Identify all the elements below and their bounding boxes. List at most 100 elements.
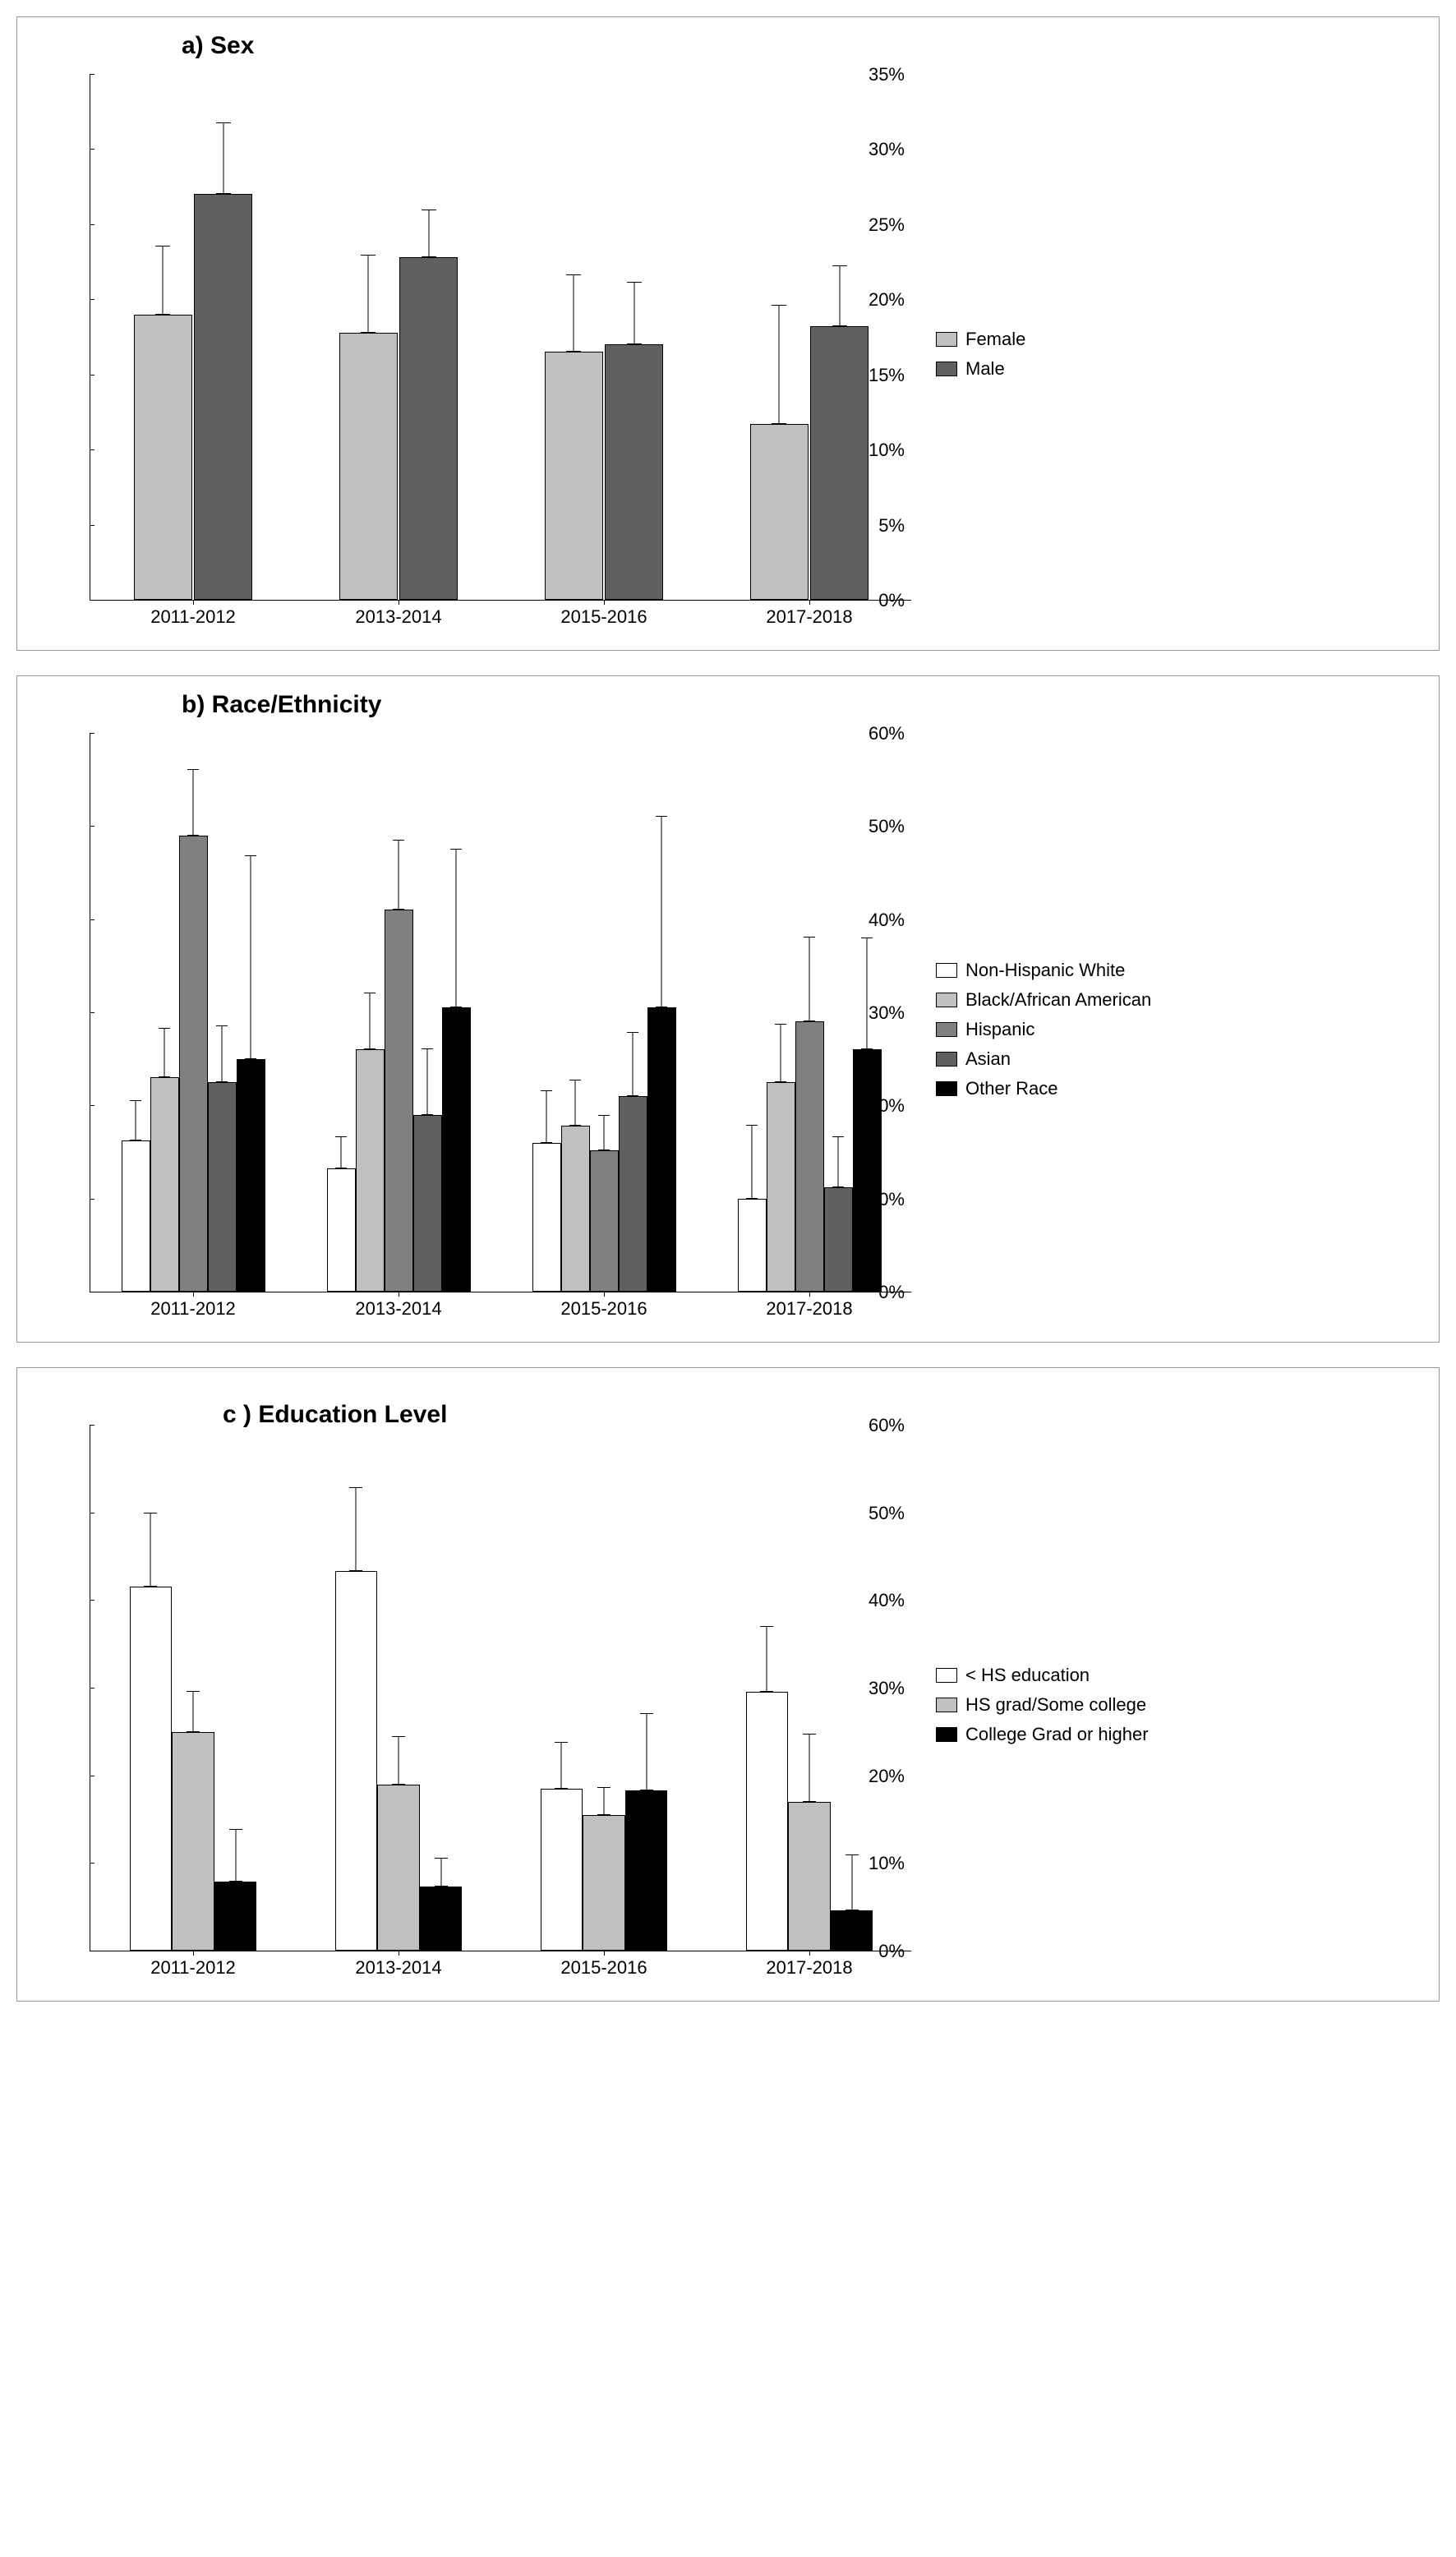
x-tick-label: 2011-2012 [150, 606, 236, 628]
error-cap [746, 1198, 758, 1199]
error-cap [216, 193, 231, 194]
error-bar [779, 306, 780, 424]
plot-inner: 2011-20122013-20142015-20162017-2018 [90, 75, 911, 601]
error-cap [216, 1025, 228, 1026]
bar [545, 352, 603, 600]
panel-title: c ) Education Level [223, 1401, 447, 1429]
error-cap [216, 1081, 228, 1082]
error-bar [661, 817, 662, 1007]
error-cap [422, 1114, 433, 1115]
legend-label: Other Race [965, 1078, 1058, 1099]
legend-swatch [936, 1022, 957, 1037]
error-cap [845, 1854, 859, 1855]
bar [738, 1199, 767, 1292]
bar [130, 1587, 173, 1951]
error-bar [838, 1137, 839, 1187]
legend-swatch [936, 1668, 957, 1683]
error-bar [428, 210, 429, 257]
x-tick-mark [604, 1951, 605, 1956]
bar [750, 424, 809, 600]
error-bar [561, 1743, 562, 1788]
panel-c: c ) Education Level0%10%20%30%40%50%60%2… [16, 1367, 1440, 2002]
chart-wrap: 0%10%20%30%40%50%60%2011-20122013-201420… [17, 1368, 1439, 2001]
error-cap [832, 265, 847, 266]
bar [647, 1007, 676, 1292]
error-cap [349, 1487, 362, 1488]
error-cap [159, 1076, 170, 1077]
legend-item: Other Race [936, 1078, 1151, 1099]
bar [788, 1802, 831, 1951]
error-cap [392, 1784, 405, 1785]
error-cap [656, 816, 667, 817]
error-cap [159, 1028, 170, 1029]
x-tick-label: 2013-2014 [355, 1957, 441, 1979]
error-cap [155, 314, 170, 315]
bar [150, 1077, 179, 1292]
plot-area: 0%5%10%15%20%25%30%35%2011-20122013-2014… [34, 75, 911, 601]
error-cap [361, 332, 376, 333]
error-cap [627, 1032, 638, 1033]
x-tick-mark [809, 1951, 810, 1956]
x-tick-mark [809, 600, 810, 605]
error-cap [245, 855, 256, 856]
bar [179, 836, 208, 1292]
legend-label: < HS education [965, 1665, 1090, 1686]
bar [208, 1082, 237, 1292]
error-cap [144, 1586, 157, 1587]
error-bar [164, 1029, 165, 1077]
bar [795, 1021, 824, 1292]
error-cap [364, 1048, 376, 1049]
legend-item: < HS education [936, 1665, 1149, 1686]
error-cap [566, 274, 581, 275]
bar [619, 1096, 647, 1292]
plot-area: 0%10%20%30%40%50%60%2011-20122013-201420… [34, 1426, 911, 1951]
error-bar [809, 1735, 810, 1802]
x-tick-mark [193, 1292, 194, 1297]
error-cap [349, 1570, 362, 1571]
legend-swatch [936, 963, 957, 978]
error-cap [555, 1742, 568, 1743]
bar [442, 1007, 471, 1292]
legend-label: HS grad/Some college [965, 1694, 1146, 1716]
plot-inner: 2011-20122013-20142015-20162017-2018 [90, 1426, 911, 1951]
bar [590, 1150, 619, 1292]
chart-wrap: 0%10%20%30%40%50%60%2011-20122013-201420… [17, 676, 1439, 1342]
bar [385, 910, 413, 1292]
bar [356, 1049, 385, 1292]
plot-area: 0%10%20%30%40%50%60%2011-20122013-201420… [34, 734, 911, 1292]
bar [420, 1887, 463, 1951]
error-cap [627, 282, 642, 283]
x-tick-label: 2017-2018 [766, 1298, 852, 1320]
bar [532, 1143, 561, 1292]
legend-swatch [936, 1052, 957, 1067]
error-cap [803, 1734, 816, 1735]
panel-title: b) Race/Ethnicity [182, 691, 381, 719]
error-bar [163, 246, 164, 314]
legend: Non-Hispanic WhiteBlack/African American… [936, 951, 1151, 1108]
x-tick-label: 2013-2014 [355, 606, 441, 628]
error-cap [130, 1100, 141, 1101]
error-cap [335, 1136, 347, 1137]
bar [339, 333, 398, 600]
error-cap [627, 343, 642, 344]
x-tick-mark [809, 1292, 810, 1297]
bar [767, 1082, 795, 1292]
error-cap [541, 1142, 552, 1143]
legend-swatch [936, 362, 957, 376]
plot-inner: 2011-20122013-20142015-20162017-2018 [90, 734, 911, 1292]
bar [122, 1140, 150, 1292]
error-bar [604, 1788, 605, 1815]
error-bar [222, 1026, 223, 1082]
error-bar [604, 1116, 605, 1150]
legend-label: Non-Hispanic White [965, 960, 1125, 981]
legend-item: Male [936, 358, 1025, 380]
bar [625, 1790, 668, 1951]
error-cap [746, 1125, 758, 1126]
bar [237, 1059, 265, 1292]
legend-swatch [936, 332, 957, 347]
error-bar [427, 1049, 428, 1114]
error-cap [760, 1626, 773, 1627]
x-tick-label: 2017-2018 [766, 606, 852, 628]
x-tick-label: 2013-2014 [355, 1298, 441, 1320]
error-cap [435, 1886, 448, 1887]
